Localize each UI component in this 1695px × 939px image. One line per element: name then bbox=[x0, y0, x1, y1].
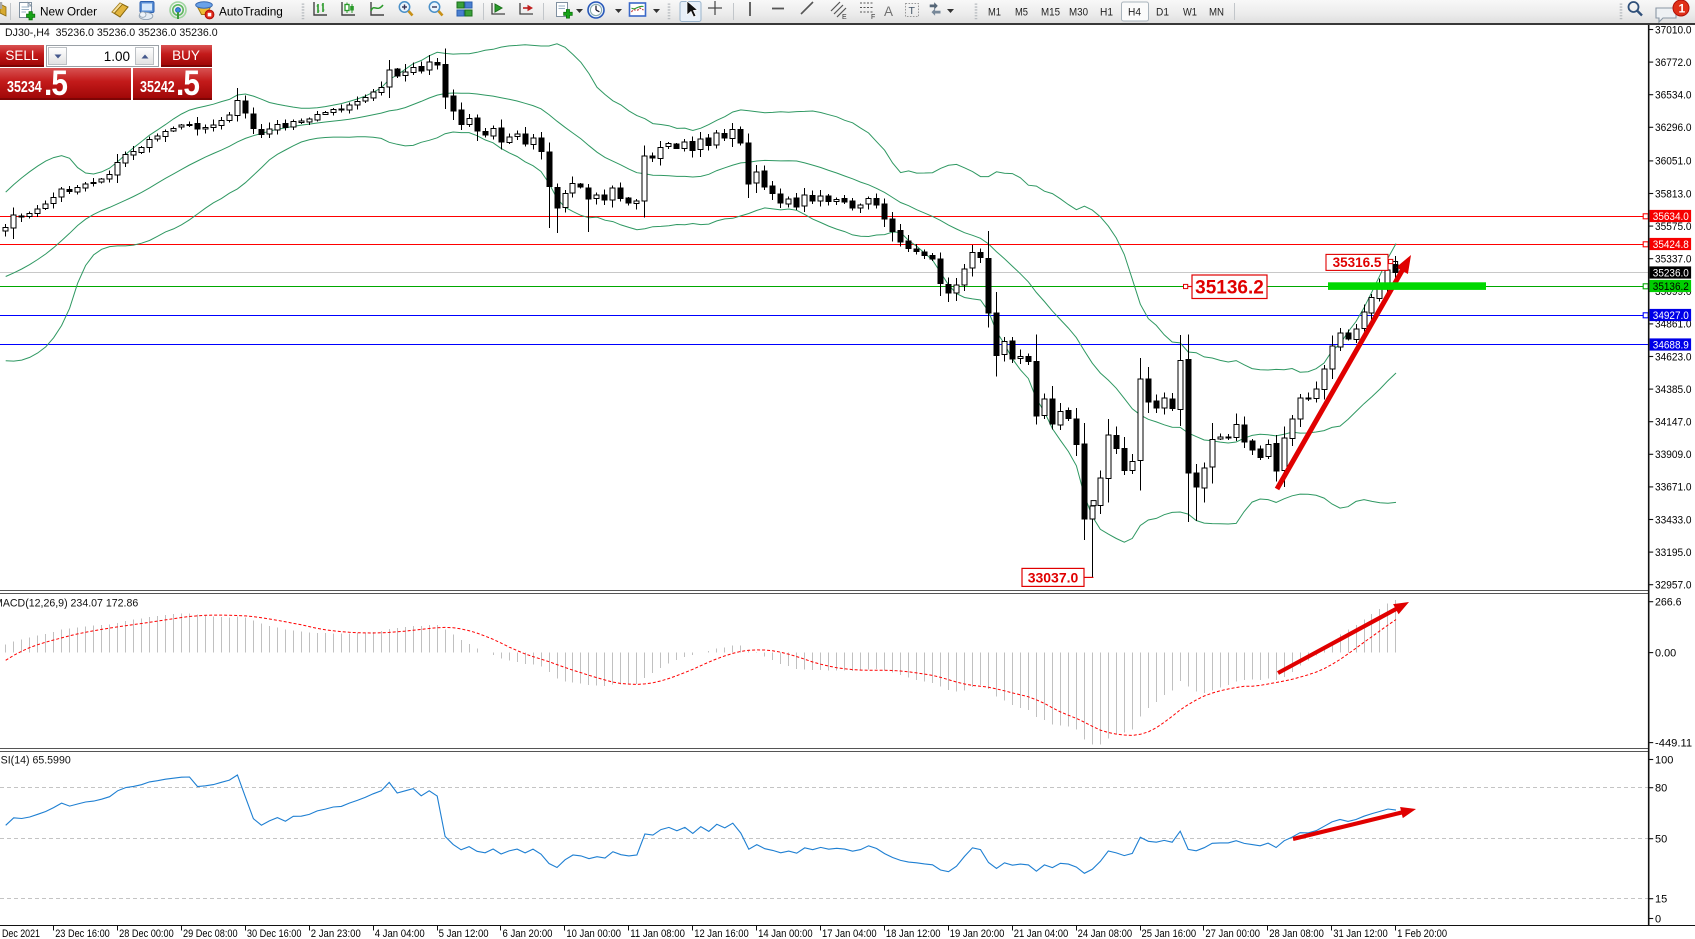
svg-text:23 Dec 16:00: 23 Dec 16:00 bbox=[55, 928, 110, 939]
svg-text:DJ30-,H4 35236.0 35236.0 3523: DJ30-,H4 35236.0 35236.0 35236.0 35236.0 bbox=[5, 27, 218, 39]
svg-text:35634.0: 35634.0 bbox=[1653, 211, 1689, 223]
svg-text:28 Dec 00:00: 28 Dec 00:00 bbox=[119, 928, 174, 939]
svg-text:100: 100 bbox=[1655, 754, 1673, 766]
svg-text:35136.2: 35136.2 bbox=[1653, 281, 1689, 293]
svg-text:30 Dec 16:00: 30 Dec 16:00 bbox=[247, 928, 302, 939]
svg-text:19 Jan 20:00: 19 Jan 20:00 bbox=[950, 928, 1005, 939]
svg-text:E: E bbox=[842, 14, 847, 21]
svg-text:MACD(12,26,9) 234.07 172.86: MACD(12,26,9) 234.07 172.86 bbox=[0, 598, 138, 610]
svg-text:F: F bbox=[871, 14, 875, 21]
svg-text:24 Jan 08:00: 24 Jan 08:00 bbox=[1078, 928, 1133, 939]
svg-text:35424.8: 35424.8 bbox=[1653, 239, 1689, 251]
svg-text:80: 80 bbox=[1655, 783, 1667, 795]
svg-text:M30: M30 bbox=[1069, 7, 1088, 19]
svg-text:6 Jan 20:00: 6 Jan 20:00 bbox=[503, 928, 553, 939]
svg-text:31 Jan 12:00: 31 Jan 12:00 bbox=[1333, 928, 1388, 939]
svg-text:266.6: 266.6 bbox=[1655, 597, 1682, 609]
svg-text:0.00: 0.00 bbox=[1655, 647, 1676, 659]
svg-text:Dec 2021: Dec 2021 bbox=[2, 928, 40, 939]
svg-text:28 Jan 08:00: 28 Jan 08:00 bbox=[1269, 928, 1324, 939]
svg-text:H4: H4 bbox=[1128, 7, 1141, 19]
svg-text:36296.0: 36296.0 bbox=[1655, 122, 1692, 134]
svg-text:36051.0: 36051.0 bbox=[1655, 156, 1692, 168]
svg-text:32957.0: 32957.0 bbox=[1655, 580, 1692, 592]
svg-text:M15: M15 bbox=[1041, 7, 1060, 19]
svg-text:37010.0: 37010.0 bbox=[1655, 24, 1692, 36]
svg-text:50: 50 bbox=[1655, 834, 1667, 846]
svg-text:21 Jan 04:00: 21 Jan 04:00 bbox=[1014, 928, 1069, 939]
svg-text:4 Jan 04:00: 4 Jan 04:00 bbox=[375, 928, 425, 939]
svg-text:5 Jan 12:00: 5 Jan 12:00 bbox=[439, 928, 489, 939]
svg-text:34688.9: 34688.9 bbox=[1653, 339, 1689, 351]
svg-text:M1: M1 bbox=[988, 7, 1001, 19]
svg-text:2 Jan 23:00: 2 Jan 23:00 bbox=[311, 928, 361, 939]
svg-text:M5: M5 bbox=[1015, 7, 1028, 19]
svg-text:34147.0: 34147.0 bbox=[1655, 417, 1692, 429]
svg-text:35337.0: 35337.0 bbox=[1655, 254, 1692, 266]
svg-text:10 Jan 00:00: 10 Jan 00:00 bbox=[566, 928, 621, 939]
svg-text:W1: W1 bbox=[1183, 7, 1197, 19]
svg-text:34927.0: 34927.0 bbox=[1653, 310, 1689, 322]
svg-text:0: 0 bbox=[1655, 913, 1661, 925]
svg-text:27 Jan 00:00: 27 Jan 00:00 bbox=[1205, 928, 1260, 939]
svg-text:New Order: New Order bbox=[40, 5, 97, 19]
svg-text:A: A bbox=[884, 4, 893, 19]
svg-text:D1: D1 bbox=[1156, 7, 1169, 19]
svg-text:14 Jan 00:00: 14 Jan 00:00 bbox=[758, 928, 813, 939]
svg-text:34623.0: 34623.0 bbox=[1655, 351, 1692, 363]
svg-text:36534.0: 36534.0 bbox=[1655, 90, 1692, 102]
svg-text:33195.0: 33195.0 bbox=[1655, 547, 1692, 559]
svg-text:1 Feb 20:00: 1 Feb 20:00 bbox=[1397, 928, 1447, 939]
svg-text:33037.0: 33037.0 bbox=[1028, 570, 1079, 586]
svg-text:H1: H1 bbox=[1100, 7, 1113, 19]
svg-text:T: T bbox=[909, 5, 916, 17]
svg-text:12 Jan 16:00: 12 Jan 16:00 bbox=[694, 928, 749, 939]
svg-text:36772.0: 36772.0 bbox=[1655, 57, 1692, 69]
svg-text:11 Jan 08:00: 11 Jan 08:00 bbox=[630, 928, 685, 939]
svg-text:-449.11: -449.11 bbox=[1655, 737, 1692, 749]
svg-text:35236.0: 35236.0 bbox=[1653, 267, 1689, 279]
svg-text:35136.2: 35136.2 bbox=[1195, 278, 1264, 299]
svg-text:33433.0: 33433.0 bbox=[1655, 514, 1692, 526]
svg-text:34385.0: 34385.0 bbox=[1655, 384, 1692, 396]
svg-text:18 Jan 12:00: 18 Jan 12:00 bbox=[886, 928, 941, 939]
svg-text:RSI(14) 65.5990: RSI(14) 65.5990 bbox=[0, 755, 71, 767]
svg-text:1: 1 bbox=[1679, 2, 1686, 16]
svg-text:AutoTrading: AutoTrading bbox=[219, 5, 283, 19]
svg-text:MN: MN bbox=[1209, 7, 1224, 19]
svg-text:15: 15 bbox=[1655, 894, 1667, 906]
svg-text:25 Jan 16:00: 25 Jan 16:00 bbox=[1142, 928, 1197, 939]
svg-text:35575.0: 35575.0 bbox=[1655, 221, 1692, 233]
svg-text:29 Dec 08:00: 29 Dec 08:00 bbox=[183, 928, 238, 939]
svg-text:34861.0: 34861.0 bbox=[1655, 319, 1692, 331]
svg-text:33671.0: 33671.0 bbox=[1655, 482, 1692, 494]
svg-text:33909.0: 33909.0 bbox=[1655, 449, 1692, 461]
svg-text:35316.5: 35316.5 bbox=[1333, 255, 1382, 270]
svg-text:35813.0: 35813.0 bbox=[1655, 188, 1692, 200]
svg-text:17 Jan 04:00: 17 Jan 04:00 bbox=[822, 928, 877, 939]
